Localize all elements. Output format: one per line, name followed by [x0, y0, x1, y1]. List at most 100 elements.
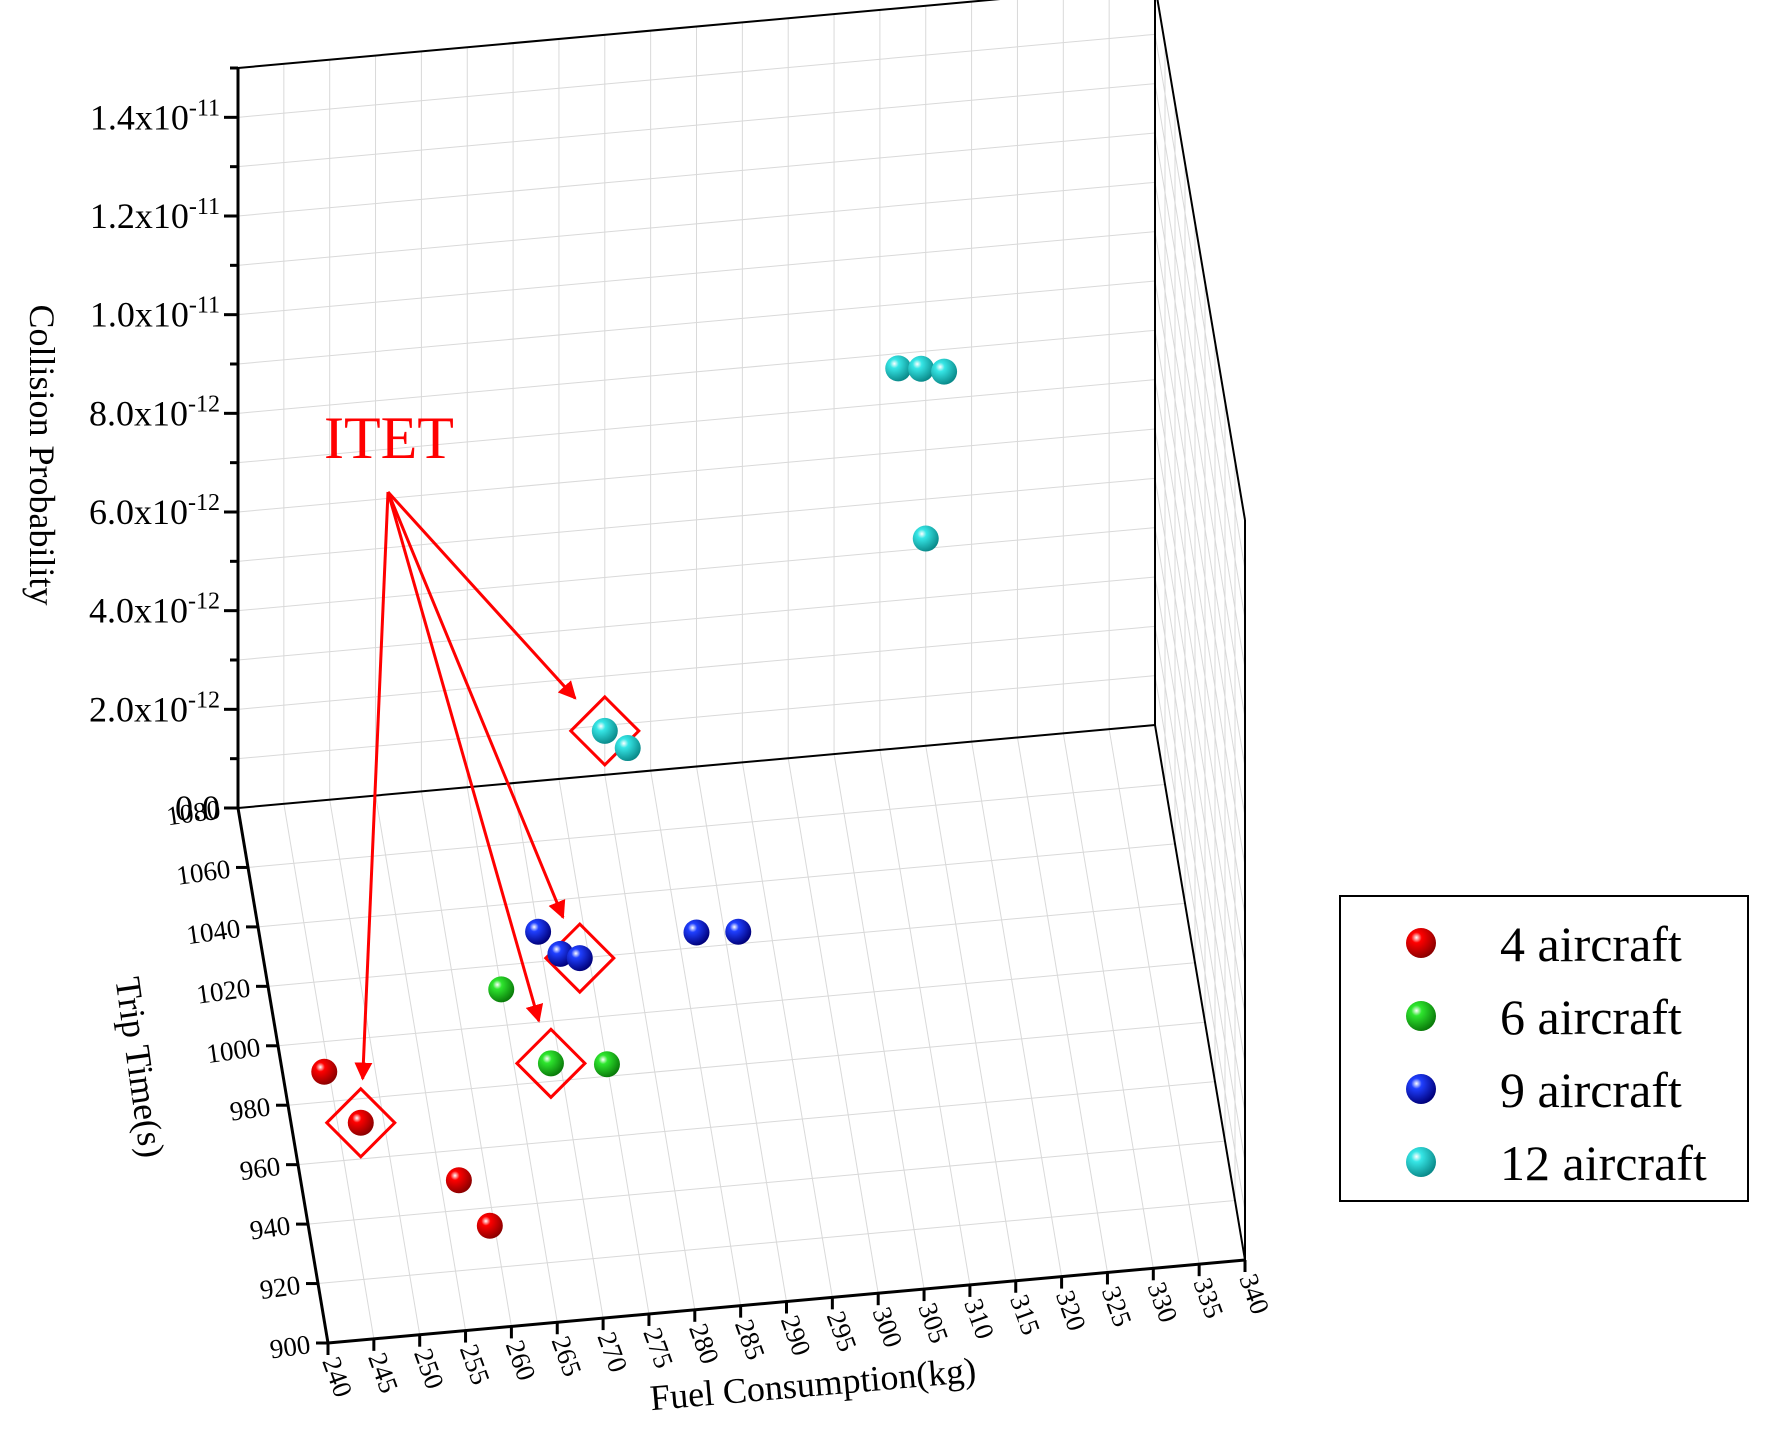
- annotation-arrow: [386, 491, 566, 920]
- legend-marker: [1406, 1147, 1436, 1177]
- floor-grid-line: [466, 787, 558, 1323]
- side-wall-grid-line: [1154, 231, 1246, 767]
- x-tick-label: 245: [362, 1349, 404, 1397]
- back-wall-grid-line: [237, 33, 1156, 118]
- z-tick-label: 6.0x10-12: [89, 490, 220, 532]
- annotation-arrow: [354, 491, 390, 1081]
- back-wall-grid-line: [237, 576, 1156, 661]
- x-tick-label: 295: [821, 1307, 863, 1355]
- x-tick-label: 240: [316, 1353, 358, 1401]
- back-wall-grid-line: [237, 329, 1156, 414]
- floor-grid-line: [317, 1200, 1236, 1285]
- z-tick-label: 1.0x10-11: [90, 293, 220, 335]
- legend-label: 12 aircraft: [1500, 1135, 1707, 1191]
- data-point: [488, 976, 515, 1003]
- floor-grid-line: [558, 778, 650, 1315]
- x-tick-label: 275: [637, 1324, 679, 1372]
- plot-frame: [237, 0, 1246, 1261]
- side-wall-grid-line: [1154, 527, 1246, 1063]
- back-wall-grid-line: [237, 379, 1156, 464]
- x-tick-label: 315: [1004, 1291, 1046, 1339]
- y-tick-label: 960: [238, 1151, 282, 1186]
- floor-grid-line: [307, 1140, 1226, 1225]
- y-tick-label: 920: [258, 1270, 302, 1305]
- floor-grid-line: [267, 902, 1186, 987]
- back-wall-grid-line: [237, 477, 1156, 562]
- axes: [224, 66, 1247, 1355]
- legend-label: 6 aircraft: [1500, 989, 1682, 1045]
- highlight-diamond: [324, 1086, 397, 1159]
- data-point: [347, 1109, 374, 1136]
- data-point: [476, 1212, 503, 1239]
- side-wall-grid-line: [1154, 478, 1246, 1014]
- data-point: [445, 1167, 472, 1194]
- data-point: [537, 1050, 564, 1077]
- floor-grid-line: [287, 1021, 1206, 1106]
- highlight-diamond: [514, 1027, 588, 1100]
- side-wall-grid-line: [1154, 83, 1246, 619]
- x-tick-label: 255: [454, 1340, 496, 1388]
- data-point: [547, 940, 574, 967]
- grid-lines: [237, 0, 1246, 1344]
- floor-grid-line: [879, 749, 971, 1285]
- floor-grid-line: [604, 774, 696, 1310]
- x-tick-label: 260: [500, 1336, 542, 1384]
- side-wall-grid-line: [1154, 182, 1246, 718]
- side-wall-grid-line: [1154, 576, 1246, 1113]
- x-tick-label: 320: [1050, 1286, 1092, 1334]
- data-point: [525, 918, 552, 945]
- legend: 4 aircraft 6 aircraft 9 aircraft 12 aircraf…: [1339, 895, 1749, 1202]
- data-point: [908, 355, 935, 382]
- x-tick-label: 335: [1188, 1274, 1230, 1322]
- x-tick-label: 310: [958, 1295, 1000, 1343]
- z-tick-label: 8.0x10-12: [89, 391, 220, 433]
- x-tick-label: 265: [546, 1332, 588, 1380]
- z-axis-title: Collision Probability: [22, 304, 62, 605]
- y-tick-label: 980: [228, 1091, 272, 1126]
- back-wall-grid-line: [237, 132, 1156, 217]
- x-tick-label: 290: [775, 1311, 817, 1359]
- legend-marker: [1406, 1001, 1436, 1031]
- data-point: [591, 717, 618, 744]
- y-tick-label: 1060: [175, 854, 233, 891]
- floor-grid-line: [512, 783, 604, 1319]
- back-wall-grid-line: [237, 181, 1156, 266]
- back-wall-grid-line: [237, 675, 1156, 760]
- annotation-arrow: [386, 491, 544, 1023]
- legend-marker: [1406, 1074, 1436, 1104]
- floor-grid-line: [277, 962, 1196, 1047]
- y-tick-label: 900: [268, 1329, 312, 1364]
- x-tick-label: 285: [729, 1315, 771, 1363]
- frame-edge: [237, 724, 1156, 809]
- x-tick-label: 305: [912, 1299, 954, 1347]
- z-tick-label: 2.0x10-12: [89, 687, 220, 729]
- data-point: [683, 919, 710, 946]
- highlight-diamond: [568, 694, 641, 768]
- side-wall-grid-line: [1154, 132, 1246, 669]
- x-tick-label: 250: [408, 1344, 450, 1392]
- floor-grid-line: [1016, 737, 1108, 1273]
- floor-grid-line: [925, 745, 1017, 1281]
- floor-grid-line: [257, 843, 1176, 928]
- y-axis-title: Trip Time(s): [107, 975, 172, 1161]
- data-point: [593, 1051, 620, 1078]
- z-tick-label: 4.0x10-12: [89, 589, 220, 631]
- data-point: [614, 735, 641, 762]
- x-tick-label: 280: [683, 1320, 725, 1368]
- back-wall-grid-line: [237, 231, 1156, 316]
- floor-grid-line: [1062, 733, 1154, 1269]
- side-wall-grid-line: [1154, 330, 1246, 866]
- side-wall-grid-line: [1154, 675, 1246, 1211]
- side-wall-grid-line: [1154, 626, 1246, 1162]
- floor-grid-line: [787, 758, 879, 1294]
- floor-grid-line: [971, 741, 1063, 1277]
- floor-grid-line: [833, 753, 925, 1290]
- side-wall-grid-line: [1154, 34, 1246, 570]
- z-tick-label: 1.2x10-11: [90, 194, 220, 236]
- side-wall-grid-line: [1154, 428, 1246, 965]
- x-tick-label: 340: [1233, 1270, 1275, 1318]
- side-wall-grid-line: [1154, 280, 1246, 817]
- y-tick-label: 940: [248, 1210, 292, 1245]
- frame-edge: [1156, 0, 1246, 521]
